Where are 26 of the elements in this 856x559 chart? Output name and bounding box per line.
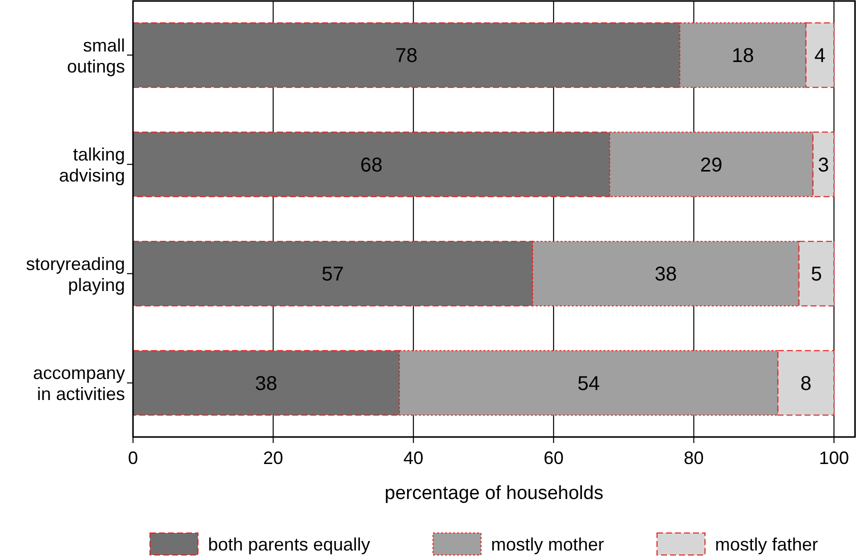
y-tick-label: accompany in activities — [32, 363, 125, 404]
x-tick-label: 80 — [684, 448, 704, 468]
x-tick-label: 20 — [263, 448, 284, 468]
x-axis-title: percentage of households — [384, 483, 604, 504]
data-label: 4 — [814, 45, 826, 68]
y-tick-label: storyreading playing — [26, 254, 125, 295]
y-tick-label: talking advising — [58, 144, 125, 186]
data-label: 38 — [654, 264, 677, 286]
data-label: 8 — [800, 372, 812, 395]
data-label: 68 — [360, 154, 382, 176]
legend-label: mostly mother — [491, 534, 604, 554]
data-label: 57 — [322, 264, 344, 286]
data-label: 29 — [700, 154, 722, 176]
data-label: 18 — [732, 45, 754, 68]
data-label: 5 — [810, 264, 822, 286]
x-tick-label: 100 — [818, 448, 849, 468]
legend-label: both parents equally — [208, 534, 370, 554]
data-label: 78 — [395, 45, 418, 68]
x-tick-label: 40 — [403, 448, 424, 468]
x-tick-label: 60 — [544, 448, 564, 468]
y-tick-label: small outings — [66, 35, 125, 76]
data-label: 54 — [578, 372, 600, 395]
data-label: 3 — [818, 154, 830, 176]
data-label: 38 — [255, 372, 278, 395]
x-tick-label: 0 — [128, 448, 138, 468]
legend-label: mostly father — [715, 534, 818, 554]
